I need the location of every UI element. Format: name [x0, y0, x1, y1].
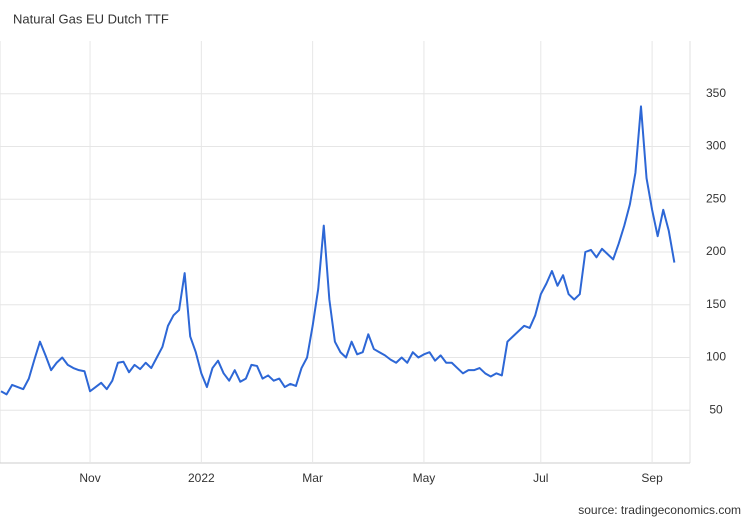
y-tick-label: 100	[706, 350, 726, 364]
y-tick-label: 200	[706, 244, 726, 258]
y-tick-label: 350	[706, 86, 726, 100]
y-tick-label: 250	[706, 191, 726, 205]
x-tick-label: Jul	[533, 471, 548, 485]
source: source: tradingeconomics.com	[578, 503, 741, 517]
x-tick-label: 2022	[188, 471, 215, 485]
y-tick-label: 300	[706, 139, 726, 153]
x-tick-label: May	[413, 471, 436, 485]
chart-title: Natural Gas EU Dutch TTF	[13, 11, 169, 26]
x-tick-label: Mar	[302, 471, 323, 485]
x-tick-label: Nov	[79, 471, 100, 485]
y-tick-label: 50	[709, 402, 723, 416]
x-tick-label: Sep	[641, 471, 663, 485]
y-tick-label: 150	[706, 297, 726, 311]
data-line	[0, 105, 676, 396]
